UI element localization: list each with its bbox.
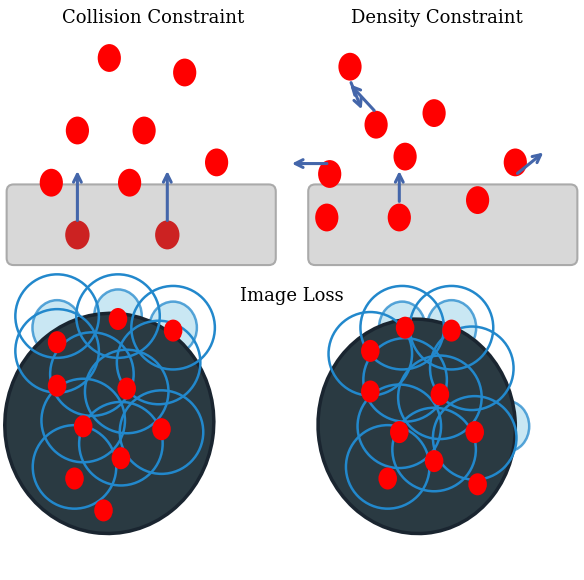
Ellipse shape (65, 220, 89, 249)
Ellipse shape (48, 331, 67, 353)
Ellipse shape (396, 317, 415, 339)
Ellipse shape (361, 340, 380, 362)
Ellipse shape (74, 415, 92, 437)
Ellipse shape (205, 148, 228, 176)
Ellipse shape (427, 300, 476, 355)
Text: Image Loss: Image Loss (240, 287, 344, 305)
Ellipse shape (94, 289, 142, 343)
Ellipse shape (112, 447, 130, 469)
Ellipse shape (484, 401, 529, 452)
Ellipse shape (364, 111, 388, 139)
Ellipse shape (98, 44, 121, 72)
Ellipse shape (466, 186, 489, 214)
Ellipse shape (442, 320, 461, 342)
Ellipse shape (173, 59, 196, 86)
Ellipse shape (94, 499, 113, 521)
Ellipse shape (133, 117, 156, 144)
Ellipse shape (48, 375, 67, 397)
Ellipse shape (338, 53, 361, 81)
Ellipse shape (422, 99, 446, 127)
Ellipse shape (430, 383, 449, 405)
Ellipse shape (155, 220, 179, 249)
Ellipse shape (40, 169, 63, 197)
Ellipse shape (468, 473, 487, 495)
Ellipse shape (65, 467, 84, 490)
Ellipse shape (109, 308, 127, 330)
FancyBboxPatch shape (308, 184, 578, 265)
Ellipse shape (503, 148, 527, 176)
Ellipse shape (318, 319, 515, 534)
Ellipse shape (5, 313, 214, 534)
Ellipse shape (361, 380, 380, 403)
Ellipse shape (315, 204, 338, 231)
Ellipse shape (66, 117, 89, 144)
Ellipse shape (425, 450, 443, 472)
Ellipse shape (33, 300, 82, 355)
Ellipse shape (164, 320, 182, 342)
Ellipse shape (378, 467, 397, 490)
Ellipse shape (318, 160, 341, 188)
Ellipse shape (118, 169, 141, 197)
Ellipse shape (388, 204, 411, 231)
Ellipse shape (152, 418, 171, 440)
Text: Collision Constraint: Collision Constraint (62, 9, 244, 27)
Ellipse shape (390, 421, 409, 443)
FancyBboxPatch shape (6, 184, 276, 265)
Ellipse shape (379, 302, 425, 354)
Ellipse shape (394, 143, 417, 171)
Ellipse shape (150, 302, 197, 354)
Ellipse shape (117, 378, 136, 400)
Ellipse shape (465, 421, 484, 443)
Text: Density Constraint: Density Constraint (351, 9, 523, 27)
